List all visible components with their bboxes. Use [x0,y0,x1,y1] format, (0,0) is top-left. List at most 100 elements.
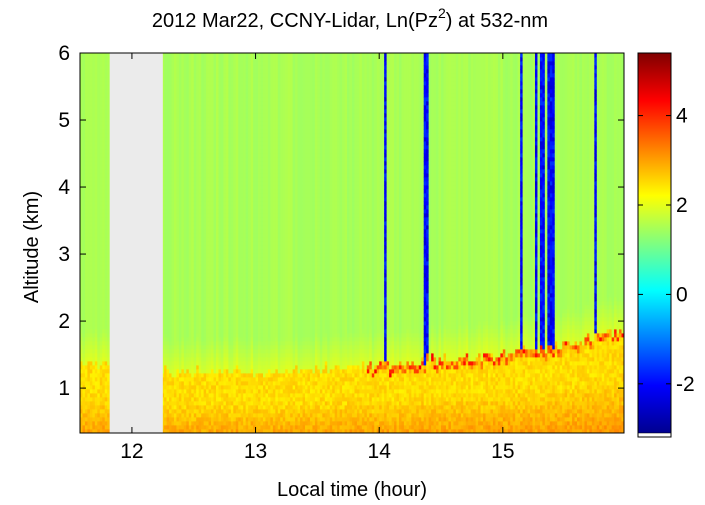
heatmap-cell [94,141,98,146]
heatmap-cell [181,357,185,362]
heatmap-cell [99,101,103,106]
heatmap-cell [206,197,209,202]
heatmap-cell [84,333,88,338]
heatmap-cell [84,121,88,126]
heatmap-cell [94,81,98,86]
heatmap-cell [97,297,101,302]
heatmap-cell [99,89,103,94]
heatmap-cell [102,233,106,238]
heatmap-cell [161,313,165,318]
heatmap-cell [171,225,175,230]
heatmap-cell [161,53,165,58]
heatmap-cell [80,265,83,270]
heatmap-cell [97,413,101,418]
heatmap-cell [176,281,180,286]
heatmap-cell [107,261,111,266]
heatmap-cell [181,253,185,258]
heatmap-cell [169,165,172,170]
heatmap-cell [196,297,200,302]
heatmap-cell [183,413,187,418]
heatmap-cell [164,285,167,290]
heatmap-cell [97,145,101,150]
heatmap-cell [166,161,170,166]
heatmap-cell [80,193,83,198]
heatmap-cell [99,293,103,298]
heatmap-cell [193,145,197,150]
heatmap-cell [206,81,209,86]
heatmap-cell [183,77,187,82]
heatmap-cell [188,265,192,270]
heatmap-cell [201,97,205,102]
heatmap-cell [82,53,86,58]
heatmap-cell [166,345,170,350]
heatmap-cell [166,269,170,274]
heatmap-cell [178,229,182,234]
heatmap-cell [104,181,108,186]
heatmap-cell [97,149,101,154]
heatmap-cell [206,325,209,330]
heatmap-cell [107,201,111,206]
heatmap-cell [173,421,177,426]
heatmap-cell [99,393,103,398]
heatmap-cell [161,281,165,286]
heatmap-cell [183,173,187,178]
heatmap-cell [178,65,182,70]
heatmap-cell [206,141,209,146]
heatmap-cell [193,165,197,170]
heatmap-cell [104,425,108,430]
heatmap-cell [89,269,93,274]
heatmap-cell [99,61,103,66]
heatmap-cell [196,313,200,318]
heatmap-cell [196,405,200,410]
heatmap-cell [89,53,93,58]
heatmap-cell [176,257,180,262]
heatmap-cell [183,201,187,206]
heatmap-cell [84,133,88,138]
heatmap-cell [183,149,187,154]
heatmap-cell [201,269,205,274]
heatmap-cell [80,357,83,362]
heatmap-cell [97,69,101,74]
heatmap-cell [164,413,167,418]
heatmap-cell [107,265,111,270]
heatmap-cell [94,393,98,398]
heatmap-cell [94,325,98,330]
heatmap-cell [99,65,103,70]
heatmap-cell [99,177,103,182]
heatmap-cell [196,165,200,170]
heatmap-cell [173,413,177,418]
heatmap-cell [198,245,202,250]
heatmap-cell [196,225,200,230]
heatmap-cell [193,409,197,414]
heatmap-cell [161,169,165,174]
heatmap-cell [191,345,195,350]
heatmap-cell [169,101,172,106]
heatmap-cell [87,229,91,234]
heatmap-cell [80,93,83,98]
heatmap-cell [97,157,101,162]
heatmap-cell [161,385,165,390]
heatmap-cell [166,97,170,102]
heatmap-cell [87,157,91,162]
heatmap-cell [99,265,103,270]
heatmap-cell [166,297,170,302]
heatmap-cell [102,269,106,274]
heatmap-cell [92,93,96,98]
heatmap-cell [89,245,93,250]
heatmap-cell [87,389,91,394]
heatmap-cell [193,53,197,58]
heatmap-cell [84,321,88,326]
heatmap-cell [208,373,212,378]
heatmap-cell [99,329,103,334]
heatmap-cell [188,77,192,82]
heatmap-cell [183,393,187,398]
heatmap-cell [208,353,212,358]
heatmap-cell [94,349,98,354]
heatmap-cell [164,253,167,258]
heatmap-cell [178,125,182,130]
heatmap-cell [198,213,202,218]
heatmap-cell [82,425,86,430]
heatmap-cell [82,313,86,318]
heatmap-cell [178,169,182,174]
heatmap-cell [191,273,195,278]
